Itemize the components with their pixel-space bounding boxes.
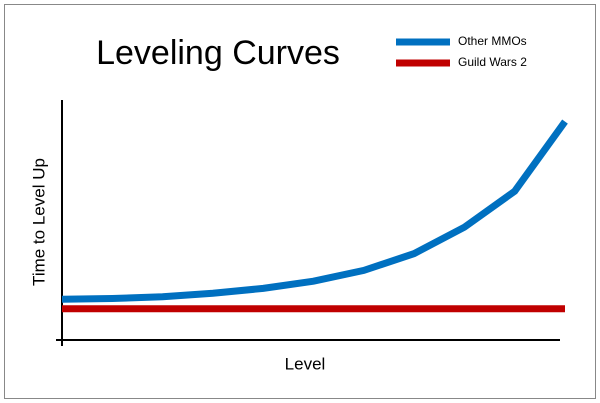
legend-label: Guild Wars 2: [458, 55, 527, 69]
chart-title: Leveling Curves: [96, 34, 340, 72]
y-axis-title: Time to Level Up: [29, 158, 48, 286]
series-line: [61, 119, 568, 303]
legend-label: Other MMOs: [458, 34, 527, 48]
x-axis-title: Level: [285, 354, 326, 373]
